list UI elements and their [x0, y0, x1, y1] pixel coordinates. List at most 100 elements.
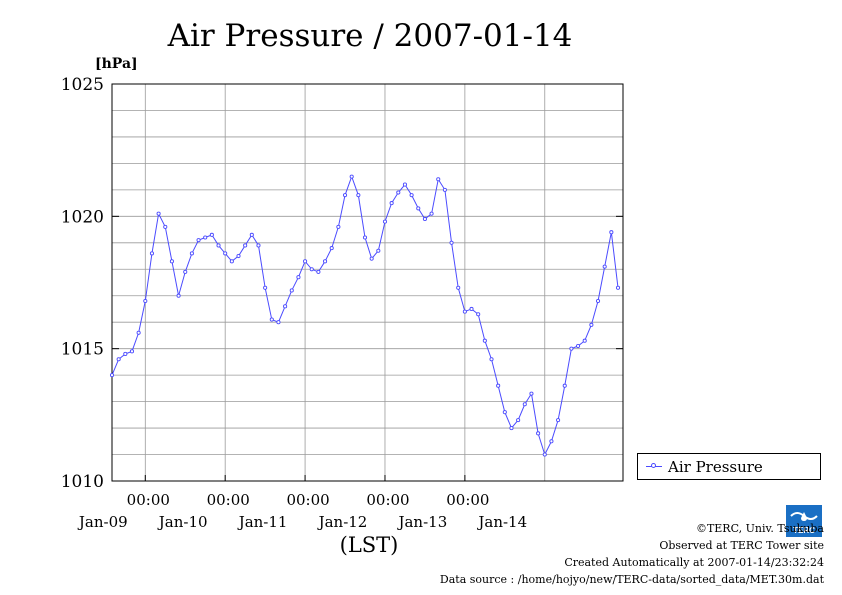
data-point	[236, 253, 241, 259]
data-point	[223, 251, 228, 256]
data-point	[362, 235, 368, 240]
data-point	[376, 248, 381, 253]
data-point	[269, 317, 274, 322]
x-date-tick-label: Jan-13	[396, 513, 447, 531]
x-date-tick-label: Jan-09	[77, 513, 128, 531]
data-point	[256, 243, 261, 248]
x-date-tick-label: Jan-12	[317, 513, 368, 531]
data-point	[123, 351, 128, 357]
logo-text: TERC	[793, 526, 815, 535]
y-unit-label: [hPa]	[95, 56, 138, 72]
footer-source: Data source : /home/hojyo/new/TERC-data/…	[439, 573, 824, 586]
data-point	[402, 182, 408, 187]
data-point	[243, 243, 248, 248]
data-point	[569, 346, 574, 351]
x-date-tick-label: Jan-10	[157, 513, 208, 531]
x-date-tick-label: Jan-11	[237, 513, 288, 531]
data-point	[342, 193, 348, 198]
data-point	[209, 232, 214, 237]
data-point	[509, 426, 514, 431]
data-point	[229, 259, 234, 264]
data-point	[442, 187, 447, 192]
data-point	[522, 402, 527, 407]
data-point	[116, 357, 121, 362]
x-axis-label: (LST)	[340, 533, 399, 557]
data-point	[196, 238, 201, 243]
data-point	[429, 211, 434, 216]
data-point	[143, 298, 148, 304]
data-point	[462, 309, 467, 314]
data-point	[329, 246, 334, 251]
data-point	[303, 259, 308, 264]
data-point	[149, 251, 154, 256]
data-point	[109, 373, 115, 378]
data-point	[176, 293, 181, 298]
series-line	[111, 175, 619, 456]
data-point	[416, 206, 421, 211]
data-point	[542, 452, 547, 457]
data-point	[582, 338, 587, 343]
x-time-tick-label: 00:00	[207, 491, 250, 509]
data-point	[283, 304, 288, 309]
data-point	[556, 418, 561, 423]
plot-frame	[111, 83, 624, 482]
data-point	[263, 285, 268, 290]
data-point	[562, 383, 567, 388]
x-date-tick-label: Jan-14	[476, 513, 527, 531]
data-point	[216, 243, 221, 248]
series-air-pressure	[109, 174, 621, 457]
data-point	[496, 383, 501, 388]
data-point	[249, 232, 254, 237]
y-tick-label: 1020	[61, 207, 104, 227]
data-point	[502, 410, 507, 415]
data-point	[289, 288, 294, 293]
data-point	[316, 269, 321, 274]
data-point	[323, 259, 328, 264]
terc-logo: TERC	[786, 505, 822, 537]
data-point	[163, 224, 168, 229]
y-axis: 1010 1015 1020 1025	[61, 75, 623, 492]
y-tick-label: 1025	[61, 75, 104, 95]
grid-lines	[112, 84, 623, 481]
data-point	[595, 298, 601, 304]
data-point	[409, 193, 414, 198]
data-point	[276, 320, 281, 325]
data-point	[296, 275, 301, 280]
chart-title: Air Pressure / 2007-01-14	[167, 18, 573, 54]
legend: Air Pressure	[637, 453, 821, 480]
data-point	[469, 306, 474, 312]
x-time-tick-label: 00:00	[286, 491, 329, 509]
data-point	[136, 330, 141, 335]
data-point	[615, 285, 621, 290]
legend-label: Air Pressure	[668, 458, 763, 476]
data-point	[369, 256, 374, 261]
data-point	[203, 235, 208, 240]
footer-created: Created Automatically at 2007-01-14/23:3…	[564, 556, 824, 569]
data-point	[156, 211, 161, 216]
data-point	[129, 349, 135, 354]
data-point	[169, 259, 174, 264]
data-point	[389, 201, 394, 206]
data-point	[349, 174, 354, 179]
data-point	[183, 269, 188, 274]
data-point	[436, 177, 441, 182]
data-point	[576, 343, 581, 349]
data-point	[189, 251, 194, 256]
data-point	[422, 216, 427, 222]
data-point	[396, 190, 401, 195]
data-point	[549, 439, 554, 444]
data-point	[609, 230, 614, 235]
footer-copyright: ©TERC, Univ. Tsukuba	[695, 522, 824, 535]
y-tick-label: 1010	[61, 472, 104, 492]
data-point	[536, 431, 541, 436]
data-point	[382, 219, 388, 224]
data-point	[602, 264, 607, 269]
x-time-tick-label: 00:00	[366, 491, 409, 509]
data-point	[309, 267, 314, 272]
data-point	[356, 193, 361, 198]
data-point	[336, 224, 341, 229]
x-time-tick-label: 00:00	[127, 491, 170, 509]
footer-observed: Observed at TERC Tower site	[659, 539, 824, 552]
y-tick-label: 1015	[61, 340, 104, 360]
